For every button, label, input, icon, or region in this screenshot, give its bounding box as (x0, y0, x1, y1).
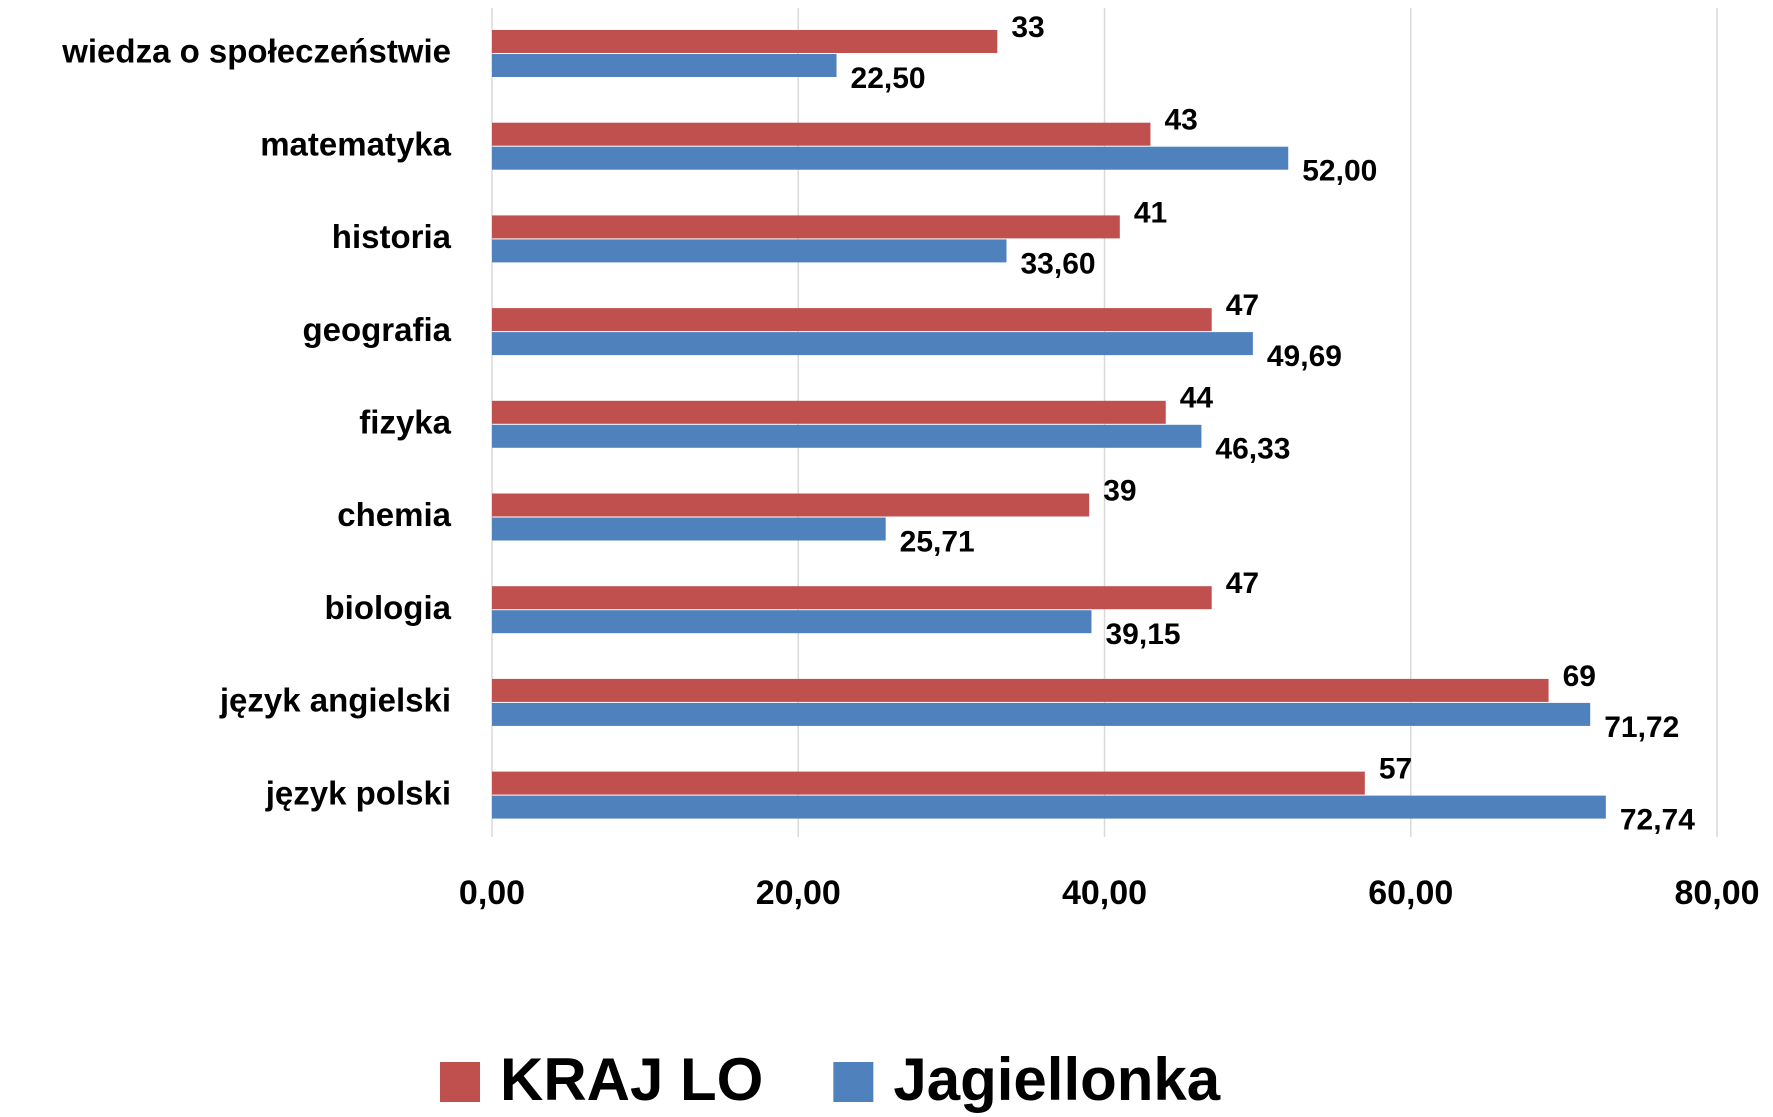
x-tick-label: 60,00 (1368, 874, 1453, 912)
data-label: 22,50 (851, 62, 926, 95)
bar (492, 586, 1212, 610)
data-label: 39 (1103, 474, 1136, 507)
category-label: geografia (302, 311, 451, 348)
x-tick-label: 40,00 (1062, 874, 1147, 912)
data-label: 47 (1226, 567, 1259, 600)
data-label: 33,60 (1021, 247, 1096, 280)
bar (492, 795, 1606, 819)
data-label: 44 (1180, 382, 1214, 415)
legend-label: KRAJ LO (500, 1046, 763, 1113)
category-label: język angielski (219, 682, 451, 719)
data-label: 57 (1379, 753, 1412, 786)
data-label: 41 (1134, 196, 1167, 229)
data-label: 72,74 (1620, 804, 1695, 837)
data-label: 46,33 (1215, 433, 1290, 466)
legend-swatch (440, 1062, 480, 1102)
data-label: 43 (1164, 104, 1197, 137)
data-label: 47 (1226, 289, 1259, 322)
bar (492, 239, 1007, 263)
legend-label: Jagiellonka (893, 1046, 1220, 1113)
x-tick-label: 0,00 (459, 874, 525, 912)
data-label: 25,71 (900, 525, 975, 558)
x-tick-label: 20,00 (756, 874, 841, 912)
bar (492, 424, 1202, 448)
bar (492, 146, 1289, 170)
category-label: język polski (265, 774, 451, 811)
data-label: 69 (1563, 660, 1596, 693)
data-label: 39,15 (1105, 618, 1180, 651)
category-label: biologia (325, 589, 452, 626)
data-label: 49,69 (1267, 340, 1342, 373)
x-tick-label: 80,00 (1674, 874, 1759, 912)
category-label: matematyka (260, 125, 451, 162)
bar (492, 771, 1365, 795)
category-label: chemia (337, 496, 451, 533)
bar (492, 122, 1151, 146)
bar (492, 517, 886, 541)
bar (492, 610, 1092, 634)
category-label: historia (332, 218, 452, 255)
bar (492, 215, 1120, 239)
data-label: 33 (1011, 11, 1044, 44)
category-label: fizyka (359, 404, 451, 441)
bar (492, 400, 1166, 424)
data-label: 71,72 (1604, 711, 1679, 744)
bar (492, 54, 837, 77)
bar (492, 30, 998, 53)
legend-swatch (833, 1062, 874, 1102)
category-label: wiedza o społeczeństwie (61, 33, 451, 70)
bar (492, 493, 1090, 517)
data-label: 52,00 (1302, 155, 1377, 188)
bar (492, 308, 1212, 332)
bar (492, 702, 1591, 726)
bar (492, 332, 1253, 356)
bar (492, 678, 1549, 702)
